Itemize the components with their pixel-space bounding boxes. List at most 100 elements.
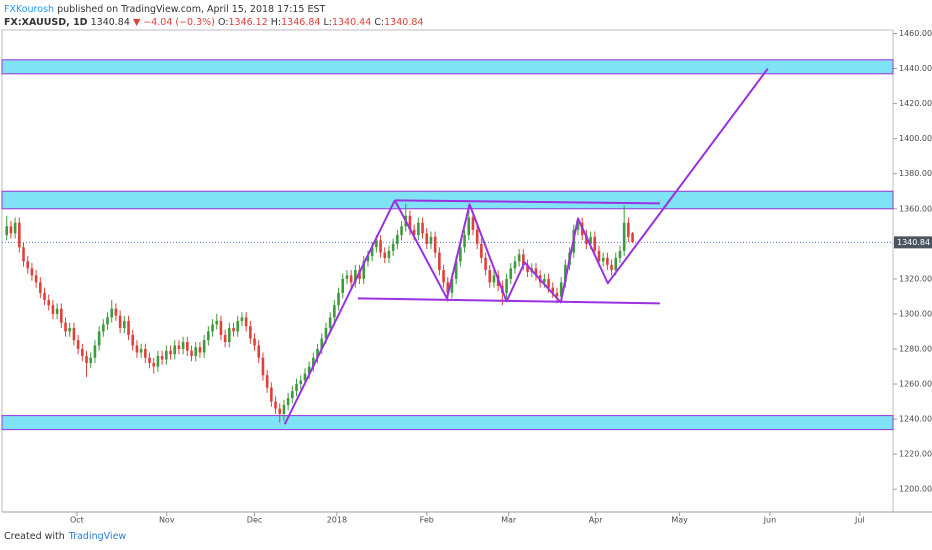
ohlc-label: O: (217, 17, 229, 28)
brand[interactable]: TradingView (68, 531, 127, 542)
candle-body (593, 236, 597, 251)
trend-drawing (393, 67, 769, 304)
candle-body (408, 215, 412, 230)
change: ▼ −4.04 (−0.3%) (132, 17, 215, 28)
last-price-box (894, 236, 932, 249)
candle-body (135, 345, 139, 353)
ohlc: O:1346.12 H:1346.84 L:1340.44 C:1340.84 (218, 17, 424, 28)
candle-body (559, 282, 563, 297)
candle-body (438, 252, 441, 271)
y-tick-label: 1260.00 (899, 380, 932, 389)
candle-body (118, 315, 122, 328)
candle-body (207, 331, 210, 341)
candle-body (383, 252, 387, 258)
candle-body (93, 345, 97, 358)
created-with: Created with (4, 531, 65, 542)
candle-body (60, 308, 63, 323)
author: FXKourosh (4, 4, 55, 15)
candle-body (576, 222, 580, 230)
x-tick-label: Feb (420, 516, 434, 525)
y-tick-label: 1420.00 (899, 99, 932, 108)
candle-body (442, 270, 445, 283)
candle-body (597, 250, 601, 262)
candle-body (81, 348, 84, 357)
candle-body (341, 278, 345, 293)
header-line-1: FXKourosh published on TradingView.com, … (4, 3, 423, 16)
candle-body (240, 317, 244, 321)
candle-body (30, 268, 34, 276)
candle-body (517, 254, 521, 262)
candle-body (412, 229, 416, 236)
candle-body (316, 348, 319, 358)
header-line-2: FX:XAUUSD, 1D 1340.84 ▼ −4.04 (−0.3%) O:… (4, 16, 423, 29)
ohlc-value: 1340.84 (384, 17, 424, 28)
candle-body (480, 243, 483, 258)
candle-body (349, 275, 353, 283)
candle-body (505, 278, 508, 293)
candle-body (190, 350, 193, 357)
candle-body (446, 282, 450, 293)
y-tick-label: 1280.00 (899, 344, 932, 353)
candle-body (614, 257, 618, 271)
candle-body (223, 334, 227, 342)
candle-body (543, 278, 546, 283)
last: 1340.84 (90, 17, 130, 28)
candle-body (43, 292, 46, 300)
candle-body (173, 345, 177, 355)
x-tick-label: Oct (70, 516, 84, 525)
candle-body (471, 217, 475, 230)
candle-body (55, 308, 59, 314)
ohlc-value: 1346.84 (281, 17, 321, 28)
candle-body (345, 275, 349, 279)
candle-body (114, 308, 118, 316)
zone (1, 59, 894, 75)
candle-body (312, 357, 315, 367)
candle-body (47, 299, 51, 306)
candle-body (219, 320, 223, 335)
candle-body (160, 356, 164, 360)
trend-drawing (283, 199, 396, 425)
trend-drawing (357, 297, 660, 305)
candle-body (274, 401, 277, 409)
candle-body (551, 287, 555, 293)
candle-body (547, 278, 550, 288)
candle-body (379, 240, 382, 253)
candle-body (68, 327, 72, 332)
candle-body (9, 226, 13, 234)
candle-body (270, 387, 273, 402)
ohlc-label: H: (270, 17, 282, 28)
candle-body (509, 268, 513, 279)
candle-body (375, 240, 378, 248)
candle-body (249, 326, 252, 339)
candle-body (622, 222, 626, 251)
candle-body (433, 236, 437, 253)
x-tick-label: Nov (159, 516, 175, 525)
candle-body (450, 278, 454, 293)
candle-body (328, 317, 332, 328)
candle-body (303, 373, 307, 381)
candle-body (198, 347, 202, 353)
candle-body (522, 254, 525, 265)
candle-body (337, 292, 340, 306)
candle-body (97, 331, 101, 346)
candle-body (34, 275, 38, 283)
candle-body (202, 340, 206, 353)
candle-body (585, 235, 588, 244)
candle-body (265, 375, 269, 388)
candle-body (244, 317, 248, 327)
candle-body (228, 327, 231, 342)
candle-body (475, 229, 479, 244)
x-tick-label: 2018 (327, 516, 347, 525)
candle-body (362, 261, 366, 279)
candle-body (526, 264, 529, 272)
footer: Created with TradingView (4, 531, 126, 542)
candle-body (370, 247, 374, 257)
candle-body (589, 236, 592, 244)
candle-body (215, 320, 219, 325)
candle-body (139, 348, 143, 353)
x-tick-label: May (671, 516, 688, 525)
last-price-label: 1340.84 (897, 238, 930, 247)
candle-body (72, 327, 76, 341)
candle-body (110, 308, 114, 318)
trend-drawing (394, 199, 660, 205)
